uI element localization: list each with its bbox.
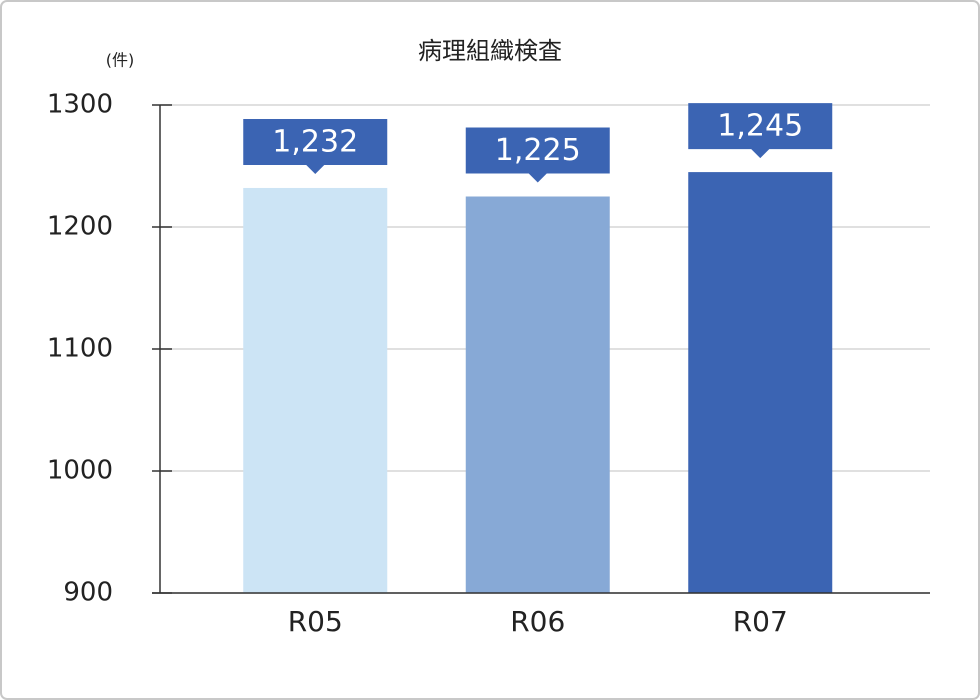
- value-label-box: [465, 127, 610, 183]
- y-tick-label: 1100: [47, 334, 113, 364]
- value-label-box: [243, 118, 388, 174]
- y-unit: (件): [106, 51, 135, 70]
- x-tick-label: R07: [733, 605, 788, 638]
- chart-title: 病理組織検査: [418, 37, 562, 65]
- value-label: 1,245: [717, 109, 803, 144]
- bar: [243, 187, 388, 593]
- value-label: 1,225: [495, 133, 581, 168]
- y-tick-label: 1300: [47, 90, 113, 120]
- y-tick-label: 1200: [47, 212, 113, 242]
- value-label: 1,232: [272, 124, 358, 159]
- x-tick-label: R05: [288, 605, 343, 638]
- bar: [465, 196, 610, 593]
- x-tick-label: R06: [510, 605, 565, 638]
- value-label-box: [688, 103, 833, 159]
- y-tick-label: 1000: [47, 456, 113, 486]
- bar: [688, 172, 833, 593]
- y-tick-label: 900: [63, 578, 113, 608]
